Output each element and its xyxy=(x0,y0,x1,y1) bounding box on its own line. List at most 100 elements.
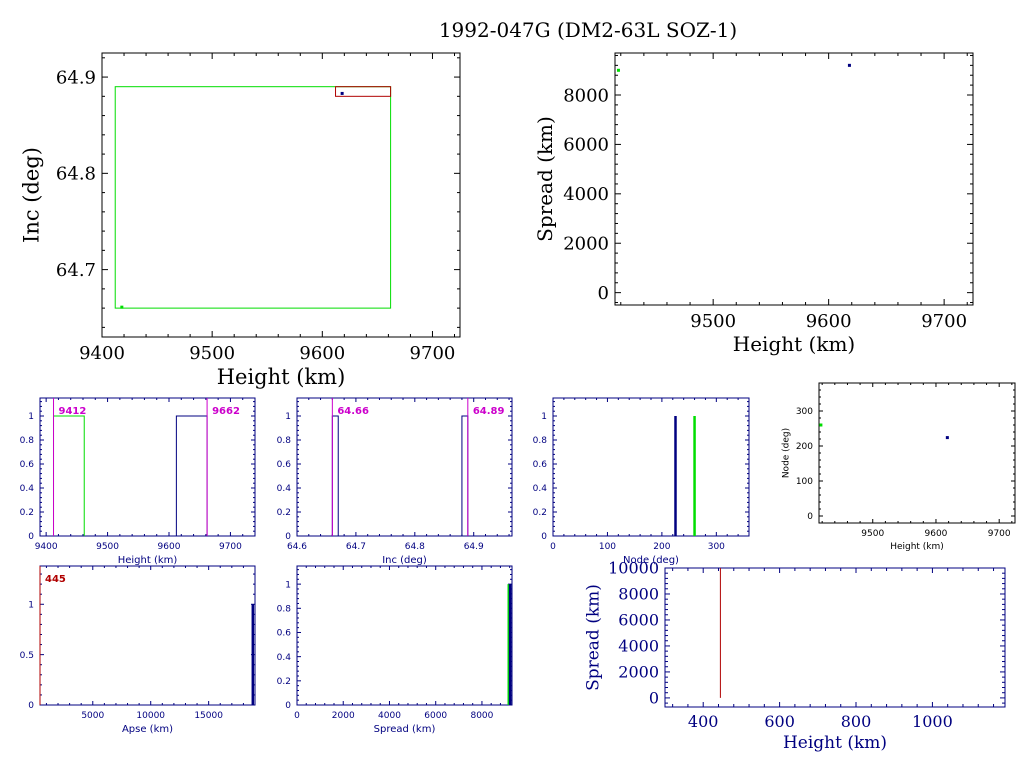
apse_hist-ytick-label: 0 xyxy=(28,701,34,711)
spread_hist-xtick-label: 2000 xyxy=(332,711,355,721)
height_hist-ytick-label: 0.2 xyxy=(20,508,34,518)
inc_hist-ytick-label: 0.8 xyxy=(277,436,292,446)
apse_hist-xtick-label: 10000 xyxy=(136,711,165,721)
height_hist-xtick-label: 9600 xyxy=(158,542,181,552)
spread_vs_height-xtick-label: 9500 xyxy=(690,311,736,332)
node_hist-ytick-label: 0.4 xyxy=(533,484,548,494)
height_hist-frame xyxy=(39,397,256,537)
spread_vs_height-xtick-label: 9700 xyxy=(921,311,967,332)
height_hist-xtick-label: 9400 xyxy=(35,542,58,552)
height_hist-ytick-label: 0 xyxy=(28,532,34,542)
inc_hist-xtick-label: 64.9 xyxy=(464,542,484,552)
apse_hist-xtick-label: 15000 xyxy=(194,711,223,721)
node_hist-ytick-label: 0 xyxy=(541,532,547,542)
height_hist-panel: 9400 9500 9600 9700 0 0.2 0.4 0.6 0.8 1 Height (km… xyxy=(20,397,256,566)
spread_hist-frame xyxy=(296,565,513,706)
spread_vs_height_low-ylabel: Spread (km) xyxy=(584,584,604,691)
spread_vs_height_low-frame xyxy=(664,567,1006,708)
spread_hist-xtick-label: 6000 xyxy=(424,711,447,721)
node_hist-xtick-label: 0 xyxy=(550,542,556,552)
spread_vs_height-ytick-label: 6000 xyxy=(563,135,609,156)
spread_vs_height_low-xtick-label: 600 xyxy=(764,712,795,731)
inc_hist-xlabel: Inc (deg) xyxy=(382,555,427,566)
height_hist-marker-label: 9412 xyxy=(59,406,87,417)
spread_vs_height-point xyxy=(616,68,620,72)
spread_vs_height-ytick-label: 4000 xyxy=(563,184,609,205)
height_hist-marker-label: 9662 xyxy=(212,406,240,417)
spread_vs_height_low-ytick-label: 6000 xyxy=(618,611,659,630)
spread_hist-xlabel: Spread (km) xyxy=(374,724,436,735)
height_hist-bar xyxy=(175,415,208,536)
spread_vs_height-xtick-label: 9600 xyxy=(806,311,852,332)
node_hist-xtick-label: 300 xyxy=(708,542,725,552)
spread_vs_height_low-xtick-label: 400 xyxy=(688,712,719,731)
node_vs_height-ytick-label: 200 xyxy=(796,442,813,452)
node_hist-ytick-label: 0.6 xyxy=(533,460,548,470)
inc_hist-xtick-label: 64.8 xyxy=(405,542,425,552)
apse_hist-frame xyxy=(39,565,256,706)
inc_vs_height-box xyxy=(335,86,392,97)
spread_vs_height_low-ytick-label: 0 xyxy=(649,689,659,708)
inc_hist-ytick-label: 0 xyxy=(285,532,291,542)
height_hist-ytick-label: 0.6 xyxy=(20,460,35,470)
spread_vs_height-frame xyxy=(614,52,974,306)
height_hist-bar xyxy=(53,415,85,536)
node_hist-ytick-label: 1 xyxy=(541,412,547,422)
spread_vs_height_low-ytick-label: 2000 xyxy=(618,663,659,682)
spread_vs_height_low-ytick-label: 8000 xyxy=(618,585,659,604)
inc_hist-ytick-label: 0.4 xyxy=(277,484,292,494)
node_vs_height-xlabel: Height (km) xyxy=(890,542,944,552)
node_vs_height-xtick-label: 9500 xyxy=(861,529,884,539)
node_vs_height-frame xyxy=(818,382,1016,524)
height_hist-ytick-label: 0.4 xyxy=(20,484,35,494)
spread_hist-xtick-label: 0 xyxy=(294,711,300,721)
node_hist-frame xyxy=(552,397,750,537)
apse_hist-panel: 5000 10000 15000 0 0.5 1 Apse (km) 445 xyxy=(20,565,256,735)
apse_hist-xlabel: Apse (km) xyxy=(122,724,173,735)
spread_hist-ytick-label: 0.6 xyxy=(277,629,292,639)
node_hist-ytick-label: 0.8 xyxy=(533,436,548,446)
spread_vs_height_low-panel: 400 600 800 10000200040006000800010000Heigh… xyxy=(584,559,1006,753)
node_vs_height-ytick-label: 0 xyxy=(807,512,813,522)
inc_hist-ytick-label: 0.6 xyxy=(277,460,292,470)
inc_vs_height-point xyxy=(120,305,124,309)
node_vs_height-point xyxy=(945,436,949,440)
inc_hist-bar xyxy=(461,415,469,536)
inc_hist-ytick-label: 0.2 xyxy=(277,508,291,518)
inc_vs_height-xtick-label: 9500 xyxy=(189,343,235,364)
inc_vs_height-frame xyxy=(101,52,461,338)
inc_hist-marker-label: 64.89 xyxy=(473,406,505,417)
spread_hist-ytick-label: 0.2 xyxy=(277,677,291,687)
spread_hist-xtick-label: 4000 xyxy=(378,711,401,721)
apse_hist-ytick-label: 0.5 xyxy=(20,651,34,661)
height_hist-xlabel: Height (km) xyxy=(118,555,178,566)
spread_vs_height-panel: 9500 9600 9700 0 2000 4000 6000 8000 Height (km)… xyxy=(533,52,974,356)
apse_hist-ytick-label: 1 xyxy=(28,600,34,610)
spread_hist-xtick-label: 8000 xyxy=(470,711,493,721)
height_hist-xtick-label: 9500 xyxy=(96,542,119,552)
height_hist-ytick-label: 0.8 xyxy=(20,436,35,446)
node_vs_height-xtick-label: 9700 xyxy=(988,529,1011,539)
spread_hist-ytick-label: 0 xyxy=(285,701,291,711)
inc_hist-frame xyxy=(296,397,513,537)
node_vs_height-ytick-label: 300 xyxy=(796,407,813,417)
node_vs_height-panel: 9500 9600 9700 0 100 200 300 Height (km) Node (d… xyxy=(781,382,1016,552)
inc_vs_height-xtick-label: 9600 xyxy=(299,343,345,364)
inc_vs_height-xtick-label: 9700 xyxy=(410,343,456,364)
spread_hist-ytick-label: 1 xyxy=(285,580,291,590)
height_hist-xtick-label: 9700 xyxy=(219,542,242,552)
spread_vs_height_low-xlabel: Height (km) xyxy=(783,733,887,753)
inc_vs_height-xlabel: Height (km) xyxy=(217,365,346,389)
height_hist-ytick-label: 1 xyxy=(28,412,34,422)
spread_hist-ytick-label: 0.4 xyxy=(277,653,292,663)
spread_vs_height_low-ytick-label: 10000 xyxy=(608,559,659,578)
node_vs_height-ytick-label: 100 xyxy=(796,477,813,487)
spread_hist-ytick-label: 0.8 xyxy=(277,604,292,614)
inc_vs_height-ytick-label: 64.8 xyxy=(56,164,96,185)
inc_hist-xtick-label: 64.6 xyxy=(287,542,307,552)
inc_vs_height-ytick-label: 64.9 xyxy=(56,67,96,88)
inc_hist-panel: 64.6 64.7 64.8 64.9 0 0.2 0.4 0.6 0.8 1 Inc (deg) 6… xyxy=(277,397,513,566)
spread_vs_height-ytick-label: 8000 xyxy=(563,85,609,106)
figure-title: 1992-047G (DM2-63L SOZ-1) xyxy=(439,18,737,42)
